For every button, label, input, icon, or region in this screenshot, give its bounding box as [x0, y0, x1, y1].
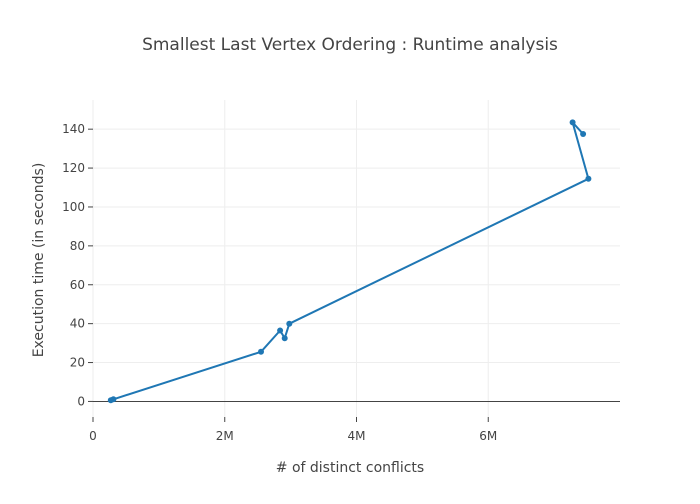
- y-tick-label: 120: [62, 161, 85, 175]
- y-tick-label: 100: [62, 200, 85, 214]
- data-point: [281, 335, 288, 342]
- data-point: [580, 131, 587, 137]
- x-tick-label: 2M: [216, 429, 234, 443]
- y-tick-label: 60: [70, 278, 85, 292]
- data-point: [569, 119, 576, 126]
- y-tick-label: 140: [62, 122, 85, 136]
- x-axis-title: # of distinct conflicts: [276, 460, 424, 476]
- chart-title: Smallest Last Vertex Ordering : Runtime …: [142, 35, 558, 55]
- series-line: [110, 121, 590, 402]
- x-tick-label: 0: [89, 429, 97, 443]
- y-tick-label: 80: [70, 239, 85, 253]
- data-point: [110, 396, 117, 403]
- x-tick-label: 4M: [348, 429, 366, 443]
- y-tick-label: 20: [70, 356, 85, 370]
- data-point: [585, 175, 592, 182]
- y-tick-label: 0: [77, 394, 85, 408]
- data-point: [258, 348, 264, 355]
- y-axis-title: Execution time (in seconds): [31, 163, 47, 358]
- data-point: [277, 327, 284, 334]
- grid-layer: [92, 100, 620, 417]
- axis-layer: 0 2M 4M 6M 0 20 40 60 80 100 120 140: [62, 122, 620, 443]
- y-tick-label: 40: [70, 317, 85, 331]
- data-point: [286, 320, 293, 327]
- x-tick-label: 6M: [479, 429, 497, 443]
- series-layer: [107, 119, 592, 404]
